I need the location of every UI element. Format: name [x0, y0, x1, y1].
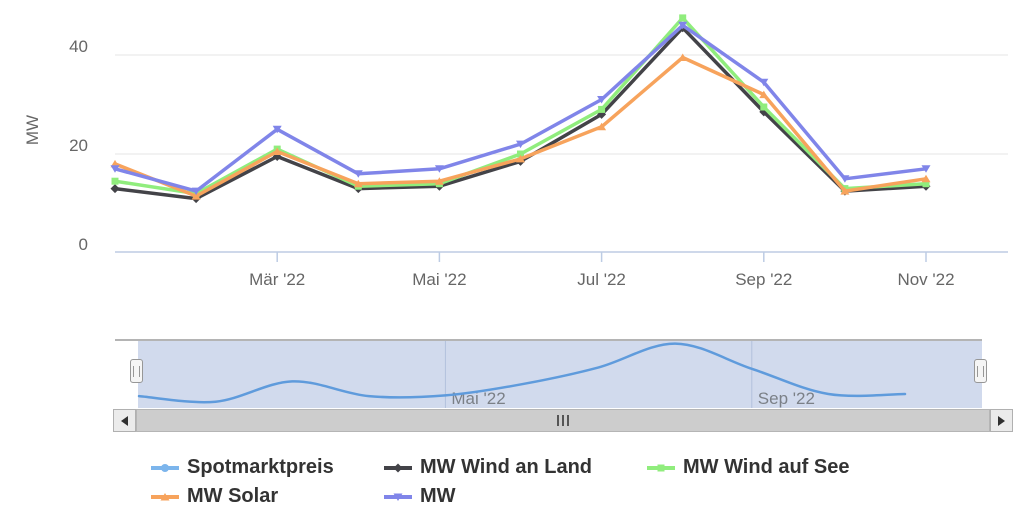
scrollbar-right-button[interactable]: [990, 409, 1013, 432]
navigator-handle-right[interactable]: [974, 359, 987, 383]
y-axis-tick-label: 20: [69, 136, 88, 155]
scrollbar-grip-icon: [557, 415, 569, 426]
legend-marker-spotmarktpreis: [151, 463, 179, 472]
y-axis-tick-label: 0: [79, 235, 88, 254]
navigator-handle-left[interactable]: [130, 359, 143, 383]
y-axis-tick-label: 40: [69, 37, 88, 56]
legend-item-mw-wind-an-land[interactable]: MW Wind an Land: [383, 456, 592, 479]
x-axis-tick-label: Jul '22: [577, 270, 626, 289]
series-markers-mw-solar: [110, 53, 931, 200]
legend-item-mw-solar[interactable]: MW Solar: [150, 485, 278, 508]
x-axis-tick-label: Mai '22: [412, 270, 466, 289]
series-markers-mw: [110, 21, 931, 196]
legend-item-mw[interactable]: MW: [383, 485, 456, 508]
series-line-mw-wind-auf-see: [114, 16, 927, 196]
right-arrow-icon: [998, 415, 1005, 426]
legend-marker-mw-wind-auf-see: [647, 464, 675, 471]
scrollbar: [113, 409, 1013, 432]
legend-item-spotmarktpreis[interactable]: Spotmarktpreis: [150, 456, 334, 479]
legend-label: MW Solar: [187, 485, 279, 507]
handle-grip-icon: [977, 365, 984, 377]
series-line-mw-wind-an-land: [114, 26, 927, 201]
scrollbar-track[interactable]: [136, 409, 990, 432]
series-mw-wind-an-land: [110, 23, 931, 204]
legend-label: MW Wind auf See: [683, 456, 850, 478]
legend-label: MW Wind an Land: [420, 456, 593, 478]
series-line-mw-solar: [114, 55, 927, 198]
legend-marker-mw: [384, 493, 412, 501]
legend-label: Spotmarktpreis: [187, 456, 334, 478]
series-mw-solar: [110, 53, 931, 200]
legend-marker-mw-wind-an-land: [384, 463, 412, 472]
series-mw-wind-auf-see: [111, 14, 930, 198]
series-markers-mw-wind-auf-see: [111, 14, 930, 198]
navigator-mask[interactable]: [138, 341, 982, 408]
x-axis-tick-label: Mär '22: [249, 270, 305, 289]
series-markers-mw-wind-an-land: [110, 23, 931, 204]
legend-label: MW: [420, 485, 456, 507]
y-axis-title: MW: [23, 114, 42, 146]
legend-item-mw-wind-auf-see[interactable]: MW Wind auf See: [646, 456, 849, 479]
legend-marker-mw-solar: [151, 492, 179, 500]
scrollbar-left-button[interactable]: [113, 409, 136, 432]
series-mw: [110, 21, 931, 196]
handle-grip-icon: [133, 365, 140, 377]
series-line-mw: [114, 23, 927, 193]
x-axis-tick-label: Sep '22: [735, 270, 792, 289]
left-arrow-icon: [121, 415, 128, 426]
x-axis-tick-label: Nov '22: [897, 270, 954, 289]
